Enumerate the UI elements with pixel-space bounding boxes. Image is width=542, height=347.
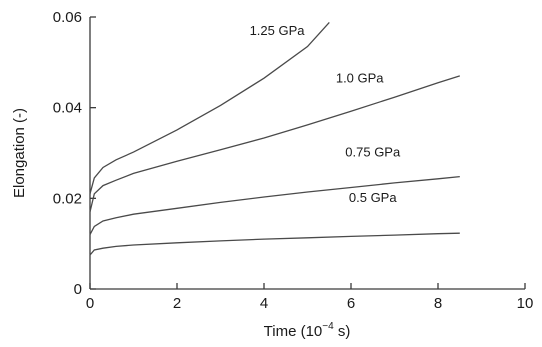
series-labels: 1.25 GPa 1.0 GPa 0.75 GPa 0.5 GPa	[250, 23, 401, 205]
series-label-1: 1.0 GPa	[336, 71, 384, 86]
series-label-2: 0.75 GPa	[345, 145, 401, 160]
y-tick-label-1: 0.02	[53, 190, 82, 207]
x-tick-label-5: 10	[517, 295, 534, 312]
x-axis-title-main: Time (10	[264, 323, 323, 340]
axes	[89, 17, 525, 290]
y-axis-title: Elongation (-)	[11, 108, 28, 198]
x-tick-label-4: 8	[434, 295, 442, 312]
x-tick-label-3: 6	[347, 295, 355, 312]
x-tick-label-2: 4	[260, 295, 268, 312]
y-tick-label-0: 0	[74, 281, 82, 298]
y-tick-label-2: 0.04	[53, 100, 82, 117]
x-axis-title: Time (10−4 s)	[264, 321, 351, 340]
series-label-3: 0.5 GPa	[349, 190, 397, 205]
x-tick-label-1: 2	[173, 295, 181, 312]
y-tick-label-3: 0.06	[53, 9, 82, 26]
series-label-0: 1.25 GPa	[250, 23, 306, 38]
x-tick-label-0: 0	[86, 295, 94, 312]
series-line-1	[89, 75, 460, 213]
series-line-3	[89, 232, 460, 256]
x-axis-title-tail: s)	[334, 323, 351, 340]
series-line-0	[89, 21, 330, 194]
x-axis-title-exponent: −4	[322, 321, 334, 332]
ticks: 0 2 4 6 8 10 0 0.02 0.04 0.06	[53, 9, 534, 312]
series-line-2	[89, 175, 460, 235]
curves	[89, 21, 460, 256]
